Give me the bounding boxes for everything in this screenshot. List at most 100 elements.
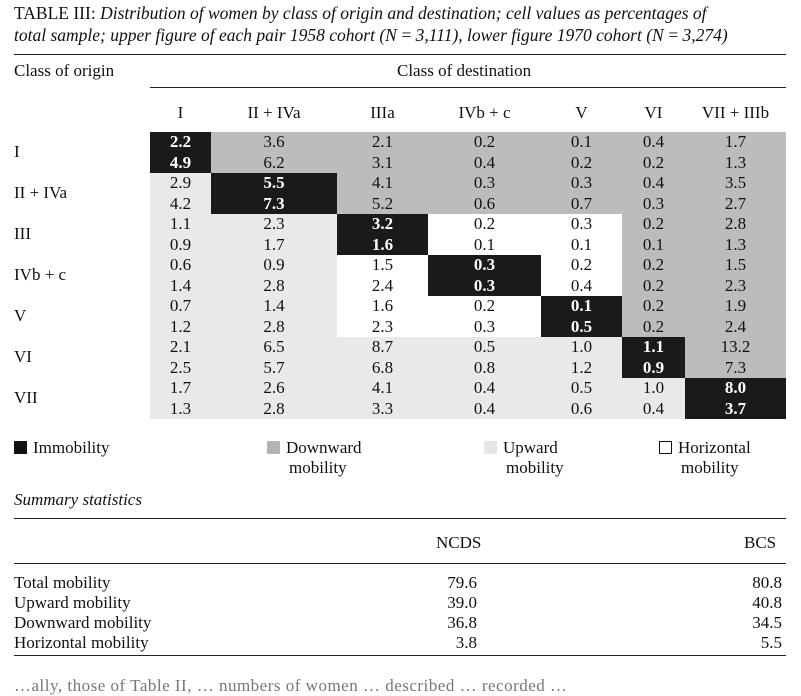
value-1970: 4.2 — [169, 193, 192, 213]
value-1958: 0.7 — [169, 296, 192, 315]
value-1958: 1.5 — [724, 255, 747, 274]
table-cell-upward: 1.0 1.2 — [541, 337, 622, 378]
table-cell-downward: 2.8 1.3 — [685, 214, 786, 255]
value-1970: 1.2 — [570, 357, 593, 377]
value-1970: 2.3 — [724, 275, 747, 295]
caption-text-2: total sample; upper figure of each pair … — [14, 25, 728, 45]
row-label: II + IVa — [14, 183, 68, 202]
value-1958: 2.2 — [169, 132, 192, 151]
table-cell-immobility: 8.0 3.7 — [685, 378, 786, 419]
value-1958: 5.5 — [263, 173, 285, 192]
summary-col-ncds: NCDS — [436, 533, 482, 552]
value-1958: 0.2 — [642, 296, 665, 315]
column-header: IIIa — [370, 103, 395, 122]
value-1958: 0.4 — [473, 378, 496, 397]
table-cell-upward: 2.6 2.8 — [211, 378, 337, 419]
value-1958: 0.2 — [642, 214, 665, 233]
row-label: V — [14, 306, 27, 325]
origin-header: Class of origin — [14, 61, 115, 80]
legend-immobility-label: Immobility — [33, 438, 110, 457]
value-1970: 0.3 — [642, 193, 665, 213]
value-1970: 0.8 — [473, 357, 496, 377]
table-cell-upward: 6.5 5.7 — [211, 337, 337, 378]
legend-horizontal-label-2: mobility — [681, 458, 739, 477]
column-header: I — [177, 103, 184, 122]
value-1970: 0.6 — [570, 398, 593, 418]
table-cell-immobility: 0.1 0.5 — [541, 296, 622, 337]
table-cell-upward: 0.7 1.2 — [150, 296, 211, 337]
legend-upward-label-1: Upward — [503, 438, 558, 457]
horizontal-swatch — [659, 441, 672, 454]
value-1958: 4.1 — [371, 378, 394, 397]
summary-bcs-value: 5.5 — [760, 633, 782, 652]
value-1970: 0.3 — [473, 275, 496, 295]
value-1958: 0.6 — [169, 255, 192, 274]
summary-bcs-value: 34.5 — [752, 613, 782, 632]
summary-bcs-value: 40.8 — [752, 593, 782, 612]
value-1970: 0.9 — [169, 234, 192, 254]
value-1970: 1.4 — [169, 275, 192, 295]
table-cell-downward: 1.7 1.3 — [685, 132, 786, 173]
table-cell-downward: 2.1 3.1 — [337, 132, 428, 173]
table-cell-horizontal: 0.2 0.3 — [428, 296, 541, 337]
value-1958: 0.2 — [473, 296, 496, 315]
row-label: I — [14, 142, 20, 161]
table-cell-downward: 0.2 0.1 — [622, 214, 685, 255]
value-1958: 8.0 — [724, 378, 747, 397]
table-cell-downward: 4.1 5.2 — [337, 173, 428, 214]
value-1958: 1.4 — [263, 296, 285, 315]
value-1970: 2.8 — [263, 398, 285, 418]
row-label: VI — [14, 347, 32, 366]
value-1958: 1.6 — [371, 296, 394, 315]
value-1958: 1.9 — [724, 296, 747, 315]
table-cell-downward: 0.3 0.6 — [428, 173, 541, 214]
table-cell-horizontal: 1.6 2.3 — [337, 296, 428, 337]
table-cell-downward: 0.3 0.7 — [541, 173, 622, 214]
table-cell-upward: 1.4 2.8 — [211, 296, 337, 337]
table-cell-upward: 2.1 2.5 — [150, 337, 211, 378]
value-1958: 0.3 — [570, 173, 593, 192]
value-1970: 0.2 — [642, 316, 665, 336]
top-rule — [14, 54, 786, 55]
legend-horizontal-label-1: Horizontal — [678, 438, 751, 457]
value-1958: 1.0 — [570, 337, 593, 356]
table-cell-downward: 0.2 0.2 — [622, 255, 685, 296]
value-1970: 0.4 — [642, 398, 665, 418]
summary-ncds-value: 3.8 — [455, 633, 477, 652]
body-text-fragment: …ally, those of Table II, … numbers of w… — [14, 676, 568, 695]
caption-label: TABLE III: — [14, 3, 96, 23]
value-1970: 2.7 — [724, 193, 747, 213]
value-1970: 2.8 — [263, 275, 285, 295]
legend-downward-label-2: mobility — [289, 458, 347, 477]
value-1958: 3.2 — [371, 214, 394, 233]
immobility-swatch — [14, 441, 27, 454]
downward-swatch — [267, 441, 280, 454]
value-1970: 0.2 — [570, 152, 593, 172]
value-1958: 2.1 — [169, 337, 192, 356]
value-1958: 8.7 — [371, 337, 394, 356]
table-cell-upward: 0.5 0.8 — [428, 337, 541, 378]
value-1970: 0.4 — [473, 152, 496, 172]
summary-ncds-value: 39.0 — [447, 593, 477, 612]
summary-ncds-value: 36.8 — [447, 613, 477, 632]
value-1958: 3.5 — [724, 173, 747, 192]
value-1958: 2.8 — [724, 214, 747, 233]
table-caption: TABLE III: Distribution of women by clas… — [14, 2, 794, 46]
table-cell-downward: 0.2 0.2 — [622, 296, 685, 337]
value-1958: 0.9 — [263, 255, 285, 274]
table-cell-immobility: 1.1 0.9 — [622, 337, 685, 378]
value-1970: 7.3 — [724, 357, 747, 377]
upward-swatch — [484, 441, 497, 454]
table-cell-downward: 13.2 7.3 — [685, 337, 786, 378]
value-1970: 6.2 — [263, 152, 285, 172]
summary-row-label: Upward mobility — [14, 593, 131, 612]
value-1958: 3.6 — [263, 132, 285, 151]
value-1958: 2.9 — [169, 173, 192, 192]
summary-row-label: Downward mobility — [14, 613, 152, 632]
value-1958: 1.0 — [642, 378, 665, 397]
legend-downward: Downward mobility — [267, 438, 362, 478]
value-1970: 3.3 — [371, 398, 394, 418]
caption-line-1: TABLE III: Distribution of women by clas… — [14, 2, 794, 24]
row-label: III — [14, 224, 31, 243]
value-1970: 5.2 — [371, 193, 394, 213]
